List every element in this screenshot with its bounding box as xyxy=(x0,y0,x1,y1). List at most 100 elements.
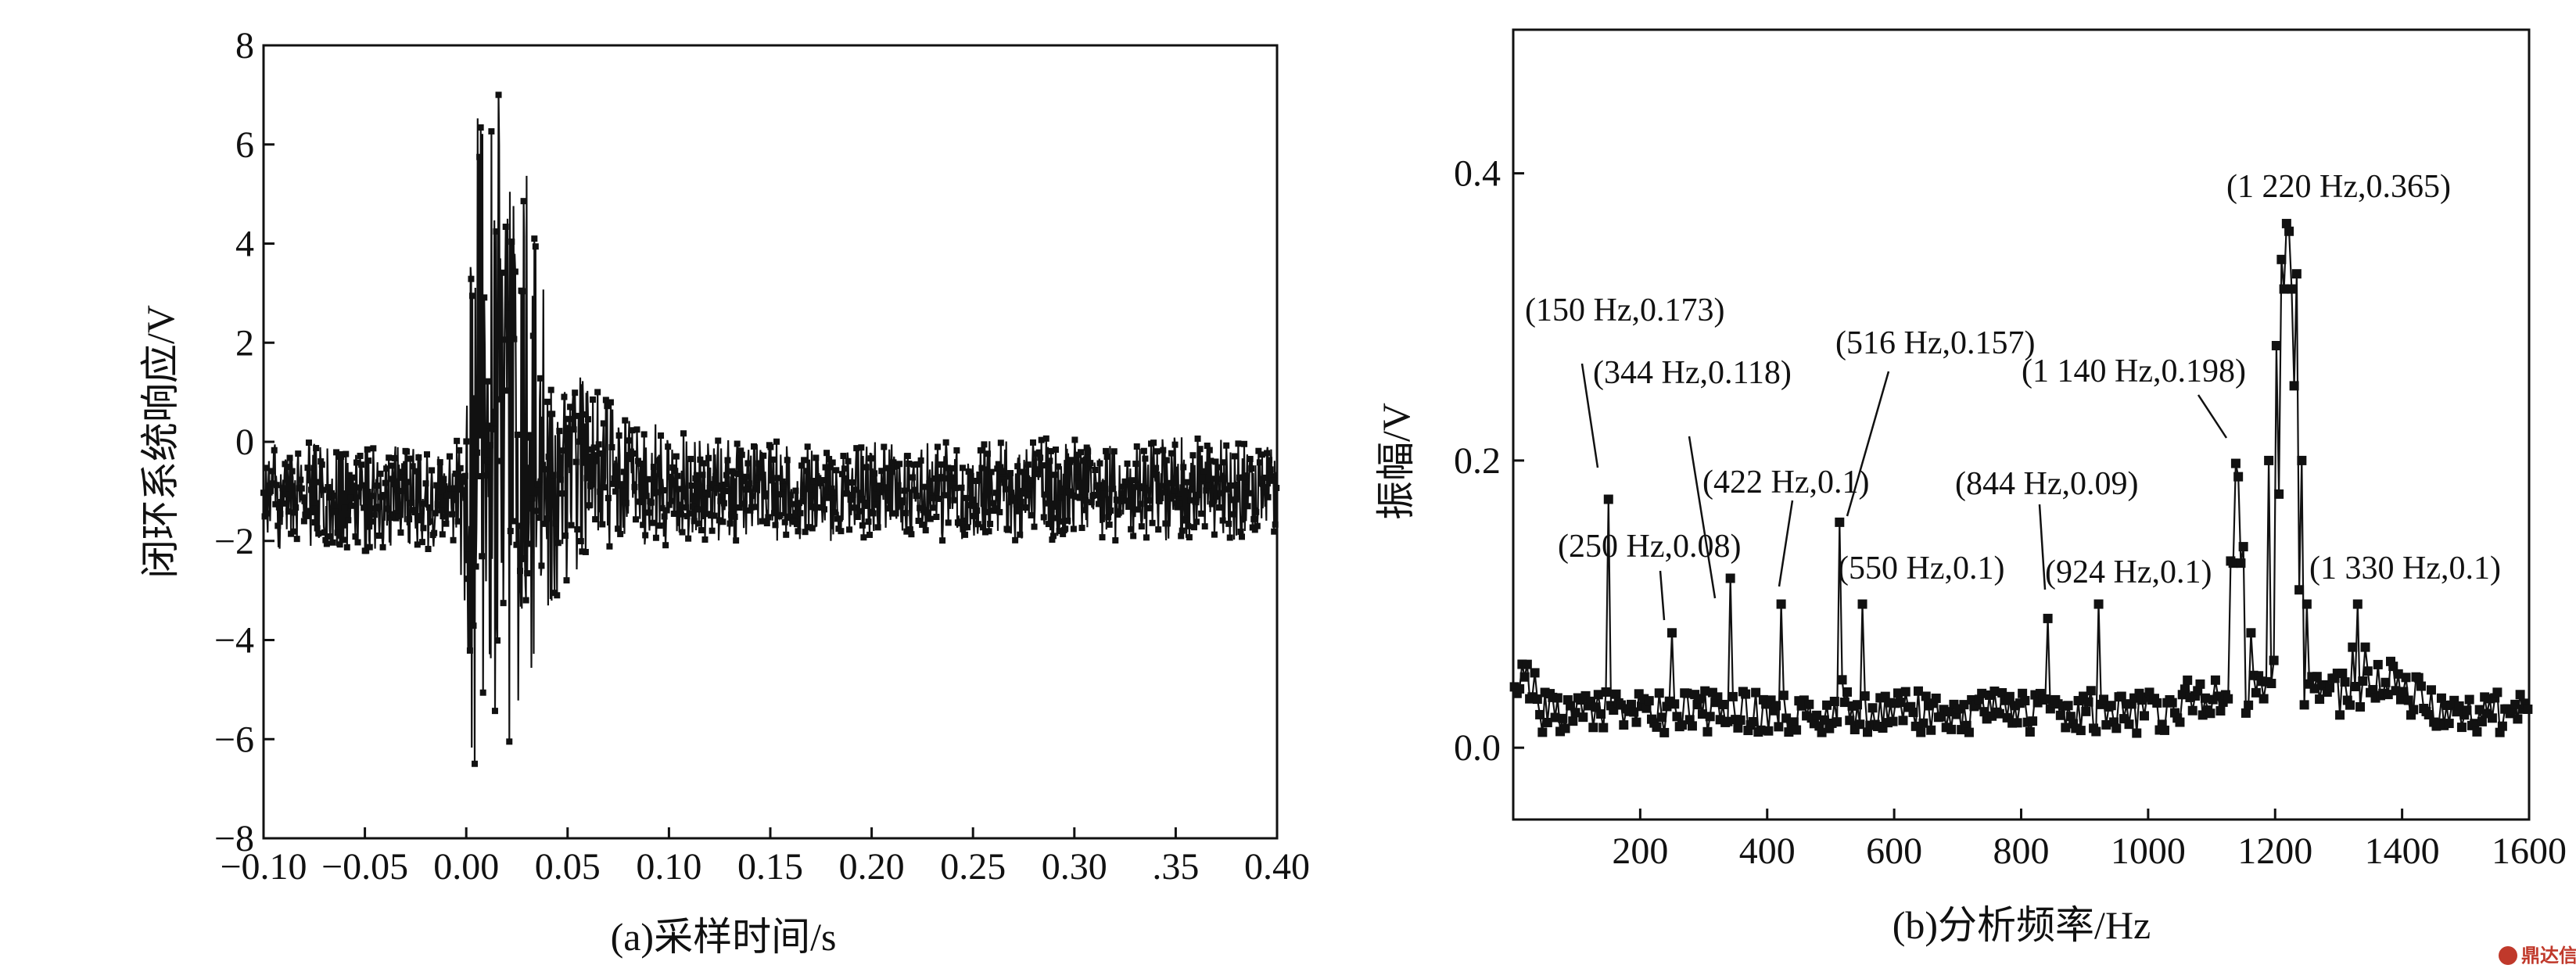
chart-a-sample-marker xyxy=(1171,441,1179,448)
annotation-150hz: (150 Hz,0.173) xyxy=(1525,292,1724,328)
chart-a-sample-marker xyxy=(554,540,561,547)
chart-a-sample-marker xyxy=(705,454,712,461)
chart-b-spectrum-marker xyxy=(2477,716,2487,726)
chart-a-sample-marker xyxy=(1135,506,1142,513)
chart-a-sample-marker xyxy=(404,479,411,486)
chart-b-spectrum-marker xyxy=(2289,381,2299,391)
chart-a-sample-marker xyxy=(359,482,366,489)
chart-a-sample-marker xyxy=(972,477,979,484)
chart-b-spectrum-marker xyxy=(1735,715,1745,725)
chart-b-spectrum-marker xyxy=(2264,455,2274,465)
chart-a-sample-marker xyxy=(694,506,701,513)
chart-a-sample-marker xyxy=(575,412,582,419)
chart-b-spectrum-marker xyxy=(2309,683,2319,694)
chart-a-sample-marker xyxy=(427,518,434,525)
chart-b-y-axis-label: 振幅/V xyxy=(1374,403,1418,520)
chart-a-sample-marker xyxy=(557,476,564,483)
chart-b-spectrum-marker xyxy=(1822,700,1832,710)
chart-a-sample-marker xyxy=(655,457,662,464)
chart-a-sample-marker xyxy=(1182,517,1189,524)
chart-b-spectrum-marker xyxy=(2360,642,2370,652)
chart-a-sample-marker xyxy=(774,475,781,482)
chart-a-sample-marker xyxy=(607,399,614,406)
chart-a-sample-marker xyxy=(908,531,915,538)
chart-a-sample-marker xyxy=(284,464,291,471)
chart-a-sample-marker xyxy=(1200,468,1207,475)
chart-b-spectrum-marker xyxy=(2487,713,2497,723)
chart-a-y-tick-label: −8 xyxy=(214,818,254,859)
chart-a-sample-marker xyxy=(815,475,822,482)
chart-b-spectrum-marker xyxy=(2124,719,2134,730)
chart-b-spectrum-marker xyxy=(2340,677,2350,687)
chart-a-sample-marker xyxy=(320,486,327,493)
chart-a-sample-marker xyxy=(727,520,734,527)
chart-a-sample-marker xyxy=(298,485,305,492)
chart-a-sample-marker xyxy=(632,516,639,523)
chart-a-sample-marker xyxy=(286,454,293,461)
chart-a-sample-marker xyxy=(490,426,497,433)
chart-b-spectrum-marker xyxy=(2233,472,2244,482)
chart-a-sample-marker xyxy=(772,522,779,529)
chart-a-sample-marker xyxy=(899,497,906,504)
chart-a-sample-marker xyxy=(610,480,617,487)
chart-b-spectrum-marker xyxy=(1931,693,1941,703)
chart-a-sample-marker xyxy=(1163,457,1170,464)
chart-a-sample-marker xyxy=(851,504,858,511)
chart-a-sample-marker xyxy=(486,422,493,429)
chart-a-x-tick-label: 0.15 xyxy=(737,846,803,888)
chart-a-sample-marker xyxy=(1124,460,1131,467)
chart-a-sample-marker xyxy=(829,459,836,466)
chart-b-spectrum-marker xyxy=(1788,717,1799,727)
chart-a-sample-marker xyxy=(1196,491,1203,498)
chart-a-sample-marker xyxy=(874,524,881,531)
chart-a-sample-marker xyxy=(1169,493,1176,500)
chart-a-sample-marker xyxy=(792,487,799,494)
chart-a-sample-marker xyxy=(1205,482,1212,489)
chart-a-sample-marker xyxy=(273,482,280,489)
chart-a-sample-marker xyxy=(784,457,791,464)
leader-250hz xyxy=(1659,570,1666,621)
chart-a-sample-marker xyxy=(604,403,611,410)
chart-b-spectrum-marker xyxy=(1908,707,1918,717)
chart-a-sample-marker xyxy=(352,533,359,540)
chart-b-spectrum-marker xyxy=(2040,694,2050,704)
chart-a-sample-marker xyxy=(321,529,328,536)
chart-a-sample-marker xyxy=(274,522,282,529)
chart-a-sample-marker xyxy=(1226,534,1233,541)
chart-a-sample-marker xyxy=(748,504,755,511)
chart-a-sample-marker xyxy=(1130,533,1137,540)
chart-a-sample-marker xyxy=(1225,520,1232,527)
chart-a-sample-marker xyxy=(981,529,988,536)
chart-b-spectrum-marker xyxy=(1598,723,1609,733)
chart-a-sample-marker xyxy=(883,484,890,491)
chart-b-spectrum-marker xyxy=(2513,714,2523,724)
chart-a-sample-marker xyxy=(377,470,384,477)
chart-a-sample-marker xyxy=(780,483,788,490)
chart-a-sample-marker xyxy=(638,499,645,506)
chart-a-sample-marker xyxy=(486,442,493,449)
chart-a-sample-marker xyxy=(674,472,681,479)
chart-a-sample-marker xyxy=(608,443,615,450)
chart-a-sample-marker xyxy=(529,495,536,502)
chart-a-sample-marker xyxy=(788,500,795,508)
chart-a-sample-marker xyxy=(1026,491,1033,498)
chart-a-sample-marker xyxy=(425,546,432,553)
chart-a-sample-marker xyxy=(778,491,785,498)
chart-b-spectrum-marker xyxy=(2350,682,2360,692)
chart-b-spectrum-marker xyxy=(1593,690,1603,700)
chart-a-sample-marker xyxy=(476,153,483,160)
chart-a-sample-marker xyxy=(1207,457,1214,464)
chart-a-sample-marker xyxy=(735,471,742,478)
chart-a-sample-marker xyxy=(549,411,556,418)
chart-b-spectrum-marker xyxy=(2398,687,2409,697)
chart-b-y-tick-label: 0.4 xyxy=(1454,153,1501,195)
chart-b-spectrum-marker xyxy=(1756,725,1766,735)
chart-a-sample-marker xyxy=(630,450,637,457)
chart-b-spectrum-marker xyxy=(1888,716,1898,726)
chart-a-sample-marker xyxy=(334,529,341,536)
chart-b-spectrum-marker xyxy=(2388,662,2398,672)
chart-a-sample-marker xyxy=(436,459,443,466)
chart-a-sample-marker xyxy=(989,500,996,507)
chart-a-sample-marker xyxy=(675,486,682,493)
chart-a-sample-marker xyxy=(1272,521,1279,528)
